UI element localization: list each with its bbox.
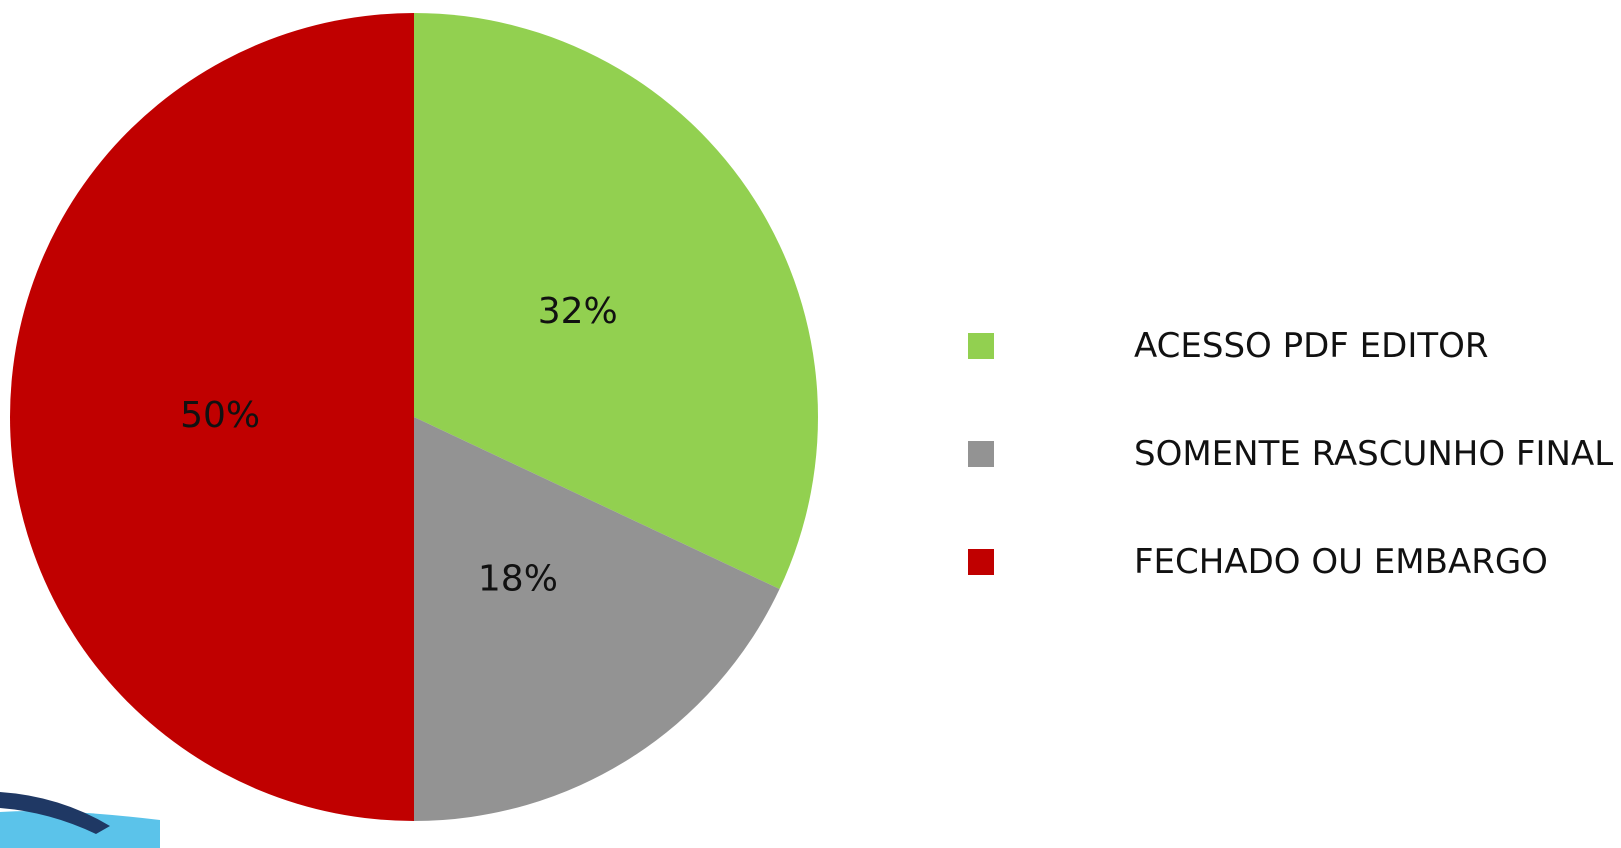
legend-item-acesso-pdf-editor: ACESSO PDF EDITOR [968,292,1618,400]
data-label-acesso-pdf-editor: 32% [538,291,618,332]
data-label-fechado-ou-embargo: 50% [180,395,260,436]
legend: ACESSO PDF EDITOR SOMENTE RASCUNHO FINAL… [968,292,1618,616]
swoosh-dark [0,792,110,834]
legend-swatch [968,549,994,575]
pie-slice-acesso-pdf-editor [414,13,818,590]
pie-slice-fechado-ou-embargo [10,13,414,821]
legend-label: SOMENTE RASCUNHO FINAL [1134,434,1614,474]
corner-swoosh-decoration [0,792,160,848]
pie-slices [10,13,818,821]
pie-data-labels: 32% 18% 50% [180,291,618,600]
legend-swatch [968,441,994,467]
legend-swatch [968,333,994,359]
legend-label: ACESSO PDF EDITOR [1134,326,1489,366]
swoosh-light [0,811,160,848]
data-label-somente-rascunho-final: 18% [478,559,558,600]
legend-item-fechado-ou-embargo: FECHADO OU EMBARGO [968,508,1618,616]
pie-slice-somente-rascunho-final [414,417,780,821]
legend-item-somente-rascunho-final: SOMENTE RASCUNHO FINAL [968,400,1618,508]
legend-label: FECHADO OU EMBARGO [1134,542,1548,582]
